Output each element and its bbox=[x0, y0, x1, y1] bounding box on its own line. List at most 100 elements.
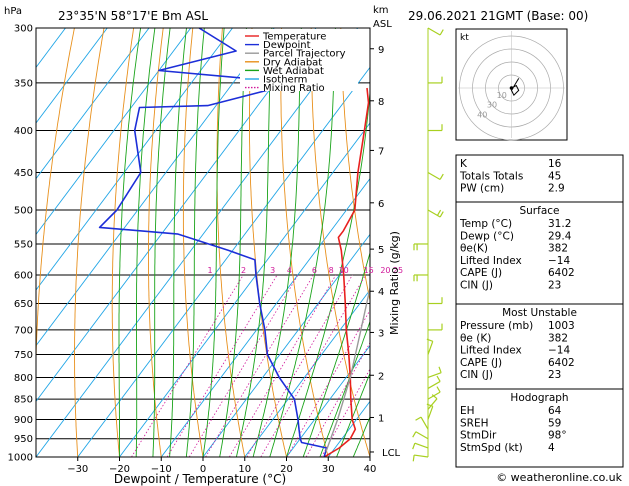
dry-adiabat bbox=[310, 28, 370, 457]
pressure-axis: 300 350 400 450 500 550 600 650 700 750 800 850 900 9… bbox=[8, 24, 33, 464]
pressure-tick-label: 400 bbox=[14, 126, 33, 137]
hodograph-table-title: Hodograph bbox=[510, 392, 568, 404]
parcel-trajectory-line bbox=[325, 284, 370, 452]
wet-adiabat bbox=[235, 28, 273, 457]
pressure-tick-label: 600 bbox=[14, 270, 33, 281]
surface-label: θe(K) bbox=[460, 243, 488, 255]
mixing-ratio-label: 25 bbox=[393, 266, 403, 275]
temp-tick-label: 10 bbox=[238, 464, 251, 475]
dry-adiabat bbox=[216, 28, 246, 457]
legend-label: Wet Adiabat bbox=[263, 66, 324, 77]
pressure-tick-label: 550 bbox=[14, 239, 33, 250]
wind-barb bbox=[427, 27, 444, 36]
mixing-ratio-line bbox=[321, 368, 370, 457]
most-unstable-label: Lifted Index bbox=[460, 345, 522, 357]
x-axis-title: Dewpoint / Temperature (°C) bbox=[114, 472, 286, 486]
hodograph-table-value: 59 bbox=[548, 417, 561, 429]
km-unit-label: km bbox=[373, 5, 389, 16]
isotherm--90 bbox=[36, 28, 150, 180]
index-label: K bbox=[460, 158, 468, 170]
dry-adiabat bbox=[182, 28, 204, 457]
wet-adiabat bbox=[118, 28, 142, 457]
surface-value: 29.4 bbox=[548, 230, 572, 242]
legend-label: Dewpoint bbox=[263, 40, 311, 51]
pressure-tick-label: 850 bbox=[14, 395, 33, 406]
isotherm--30 bbox=[77, 66, 370, 457]
index-value: 2.9 bbox=[548, 183, 565, 195]
wind-barb bbox=[428, 323, 443, 331]
isotherm--80 bbox=[36, 28, 192, 236]
hodograph-table-label: StmDir bbox=[460, 430, 497, 442]
mixing-ratio-line bbox=[188, 274, 299, 457]
wind-barbs bbox=[412, 27, 444, 462]
hodograph-ring-label: 10 bbox=[497, 91, 507, 100]
temperature-line bbox=[323, 87, 370, 457]
wet-adiabat bbox=[202, 28, 225, 457]
wind-barb bbox=[427, 171, 444, 180]
mixing-ratio-labels: 1 2 3 4 6 8 10 15 20 25 bbox=[208, 266, 404, 275]
most-unstable-label: Pressure (mb) bbox=[460, 320, 533, 332]
pressure-tick-label: 300 bbox=[14, 24, 33, 35]
mixing-ratio-line bbox=[131, 274, 244, 457]
mixing-ratio-label: 20 bbox=[380, 266, 390, 275]
height-tick-label: 4 bbox=[378, 287, 384, 298]
index-label: PW (cm) bbox=[460, 183, 504, 195]
mixing-ratio-line bbox=[260, 274, 366, 457]
hodograph-table-value: 4 bbox=[548, 442, 555, 454]
isotherm-0 bbox=[202, 233, 370, 457]
mixing-ratio-label: 2 bbox=[241, 266, 246, 275]
asl-unit-label: ASL bbox=[373, 19, 392, 30]
height-tick-label: 3 bbox=[378, 328, 384, 339]
hodograph-ring-label: 40 bbox=[477, 110, 487, 119]
wet-adiabat bbox=[152, 28, 171, 457]
dry-adiabat bbox=[111, 28, 135, 457]
surface-value: 6402 bbox=[548, 267, 575, 279]
most-unstable-value: 23 bbox=[548, 369, 561, 381]
pressure-tick-label: 500 bbox=[14, 206, 33, 217]
hodograph-table-label: StmSpd (kt) bbox=[460, 442, 523, 454]
wind-barb bbox=[412, 442, 429, 450]
surface-value: −14 bbox=[548, 255, 570, 267]
most-unstable-label: CAPE (J) bbox=[460, 357, 502, 369]
mixing-ratio-line bbox=[246, 274, 353, 457]
wet-adiabat bbox=[286, 87, 370, 457]
most-unstable-label: θe (K) bbox=[460, 332, 491, 344]
height-tick-label: 5 bbox=[378, 245, 384, 256]
most-unstable-label: CIN (J) bbox=[460, 369, 493, 381]
most-unstable-value: 1003 bbox=[548, 320, 575, 332]
temp-tick-label: 0 bbox=[200, 464, 206, 475]
most-unstable-title: Most Unstable bbox=[502, 307, 577, 319]
wind-barb bbox=[427, 386, 441, 400]
location-label: 23°35'N 58°17'E Bm ASL bbox=[58, 9, 208, 23]
isotherm-10 bbox=[244, 289, 370, 457]
hodograph-table-value: 64 bbox=[548, 405, 562, 417]
height-axis: 9 8 7 6 5 4 3 2 1 LCL bbox=[370, 45, 401, 459]
wind-barb bbox=[427, 375, 441, 389]
wind-barb bbox=[415, 416, 429, 430]
legend-label: Isotherm bbox=[263, 75, 307, 86]
temp-tick-label: −10 bbox=[151, 464, 172, 475]
isotherm-20 bbox=[286, 344, 370, 457]
surface-label: Temp (°C) bbox=[459, 218, 512, 230]
wind-barb bbox=[426, 338, 434, 355]
dewpoint-line bbox=[98, 28, 328, 457]
mixing-ratio-label: 1 bbox=[208, 266, 213, 275]
mixing-ratio-line bbox=[229, 274, 337, 457]
most-unstable-box bbox=[455, 303, 624, 390]
datetime-label: 29.06.2021 21GMT (Base: 00) bbox=[408, 9, 588, 23]
wind-barb bbox=[427, 394, 438, 410]
pressure-tick-label: 950 bbox=[14, 434, 33, 445]
index-label: Totals Totals bbox=[459, 170, 523, 182]
legend-label: Dry Adiabat bbox=[263, 57, 322, 68]
height-tick-label: LCL bbox=[382, 448, 401, 459]
wet-adiabat bbox=[219, 28, 247, 457]
most-unstable-value: −14 bbox=[548, 345, 570, 357]
hodograph-table-value: 98° bbox=[548, 430, 567, 442]
surface-label: Lifted Index bbox=[460, 255, 522, 267]
hodograph-ring-label: 30 bbox=[487, 101, 497, 110]
wet-adiabat bbox=[336, 372, 370, 457]
indices-box bbox=[455, 154, 624, 203]
isotherm--10 bbox=[160, 177, 370, 457]
mixing-ratio-line bbox=[286, 309, 370, 457]
diagram-background-lines bbox=[36, 28, 370, 457]
